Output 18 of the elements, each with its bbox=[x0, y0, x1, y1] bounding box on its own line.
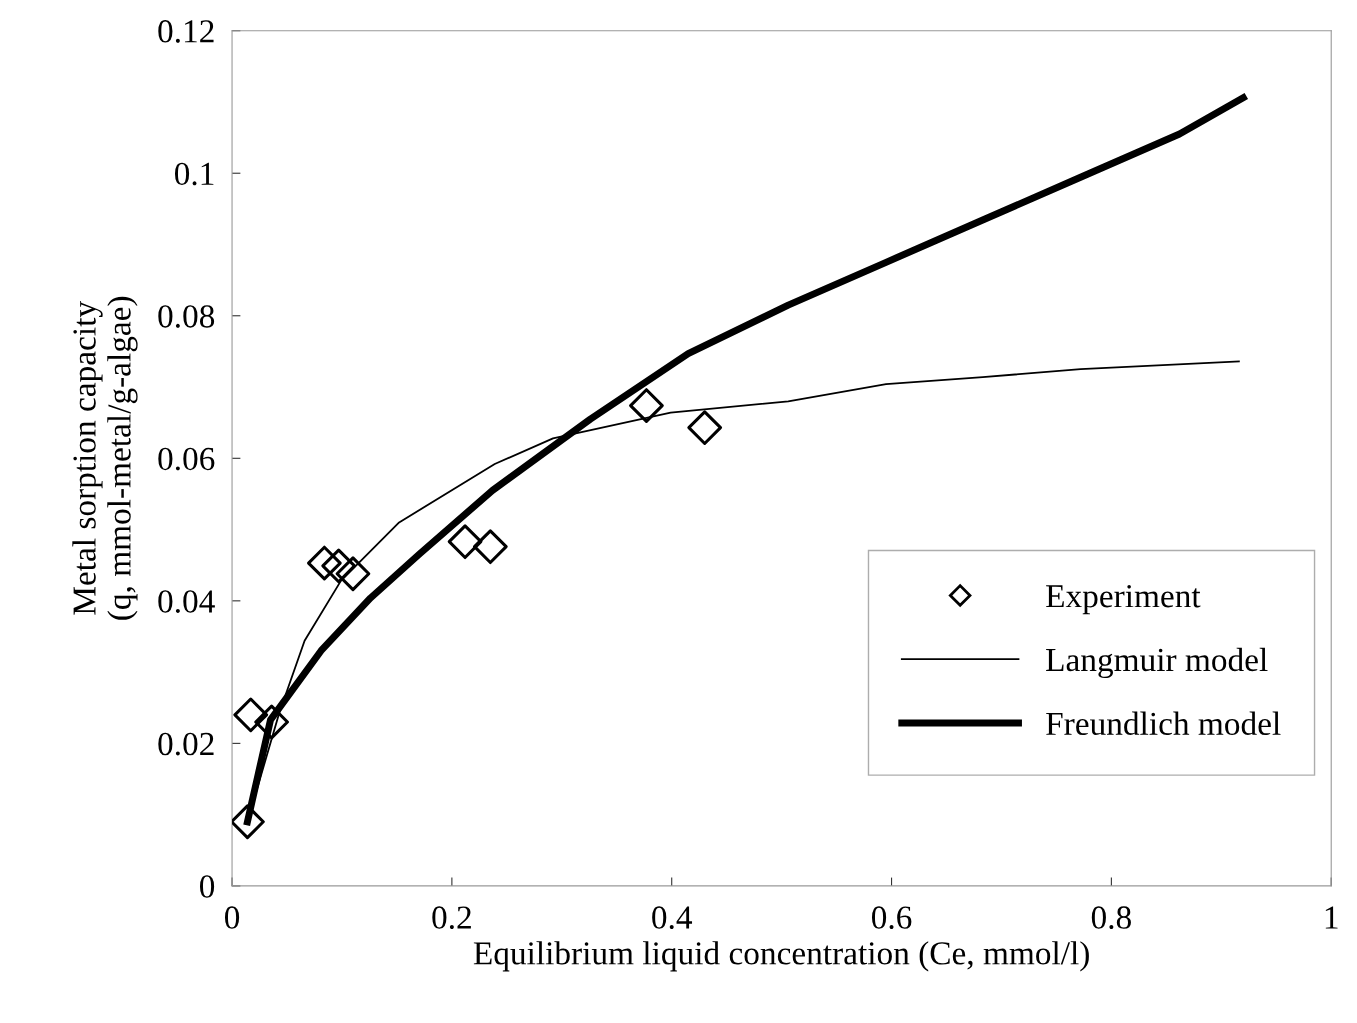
legend-label: Experiment bbox=[1046, 585, 1201, 615]
y-tick-label: 0.06 bbox=[158, 447, 215, 471]
x-axis-title: Equilibrium liquid concentration (Ce, mmol/l) bbox=[473, 941, 1089, 972]
y-tick-label: 0.12 bbox=[158, 20, 214, 43]
y-tick-label: 0.04 bbox=[158, 590, 215, 613]
x-tick-label: 0.4 bbox=[652, 906, 693, 929]
y-tick-label: 0.02 bbox=[158, 732, 214, 756]
x-tick-label: 0.8 bbox=[1091, 906, 1131, 929]
y-tick-label: 0.1 bbox=[174, 162, 214, 186]
legend-label: Freundlich model bbox=[1046, 711, 1281, 736]
x-tick-label: 0 bbox=[224, 906, 240, 929]
y-tick-label: 0.08 bbox=[158, 305, 215, 328]
y-tick-label: 0 bbox=[199, 875, 215, 898]
x-tick-label: 1 bbox=[1325, 906, 1338, 929]
y-axis-title: Metal sorption capacity (q, mmol-metal/g-algae) bbox=[72, 296, 138, 620]
x-tick-label: 0.6 bbox=[871, 906, 912, 929]
x-tick-label: 0.2 bbox=[432, 906, 471, 929]
legend-label: Langmuir model bbox=[1046, 647, 1268, 679]
